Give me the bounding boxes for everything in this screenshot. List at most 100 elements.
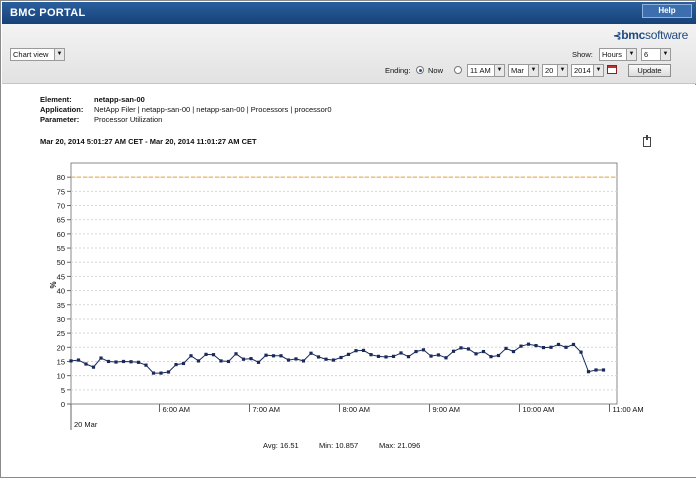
chevron-down-icon: ▼	[494, 65, 504, 76]
ending-now-radio[interactable]	[416, 66, 424, 74]
data-point	[204, 352, 208, 356]
plot-area	[70, 162, 618, 405]
x-tick-label: 9:00 AM	[433, 405, 461, 414]
data-point	[369, 353, 373, 357]
month-select[interactable]: Mar ▼	[508, 64, 539, 77]
y-tick-label: 65	[57, 216, 65, 225]
data-point	[496, 353, 501, 358]
year-select[interactable]: 2014 ▼	[571, 64, 604, 77]
show-count-select[interactable]: 6 ▼	[641, 48, 671, 61]
data-point	[474, 352, 478, 356]
data-point	[421, 348, 426, 352]
element-value: netapp-san-00	[94, 95, 145, 104]
chevron-down-icon: ▼	[528, 65, 538, 76]
data-point	[286, 358, 291, 362]
hour-value: 11 AM	[470, 66, 491, 75]
x-tick-label: 11:00 AM	[613, 405, 644, 414]
x-tick-label: 10:00 AM	[523, 405, 555, 414]
data-point	[189, 354, 193, 358]
data-point	[564, 345, 568, 349]
data-point	[144, 363, 148, 367]
show-unit-value: Hours	[602, 50, 623, 59]
show-label: Show:	[572, 50, 593, 59]
data-point	[301, 359, 306, 363]
data-point	[504, 346, 508, 351]
chevron-down-icon: ▼	[54, 49, 64, 60]
data-point	[451, 349, 456, 353]
title-bar: BMC PORTAL Help	[2, 2, 696, 24]
day-select[interactable]: 20 ▼	[542, 64, 568, 77]
logo-prefix: bmc	[621, 28, 646, 42]
data-point	[526, 342, 531, 346]
calendar-icon[interactable]	[607, 65, 617, 74]
y-tick-label: 30	[57, 315, 65, 324]
y-tick-label: 15	[57, 357, 65, 366]
help-button[interactable]: Help	[642, 4, 692, 18]
hour-select[interactable]: 11 AM ▼	[467, 64, 505, 77]
data-point	[594, 368, 598, 372]
meta-element-row: Element: netapp-san-00	[40, 95, 332, 105]
data-point	[121, 359, 126, 364]
data-point	[346, 352, 351, 356]
data-point	[406, 355, 411, 359]
year-value: 2014	[574, 66, 591, 75]
data-point	[331, 358, 336, 362]
y-tick-label: 70	[57, 202, 65, 211]
data-point	[136, 360, 141, 364]
ending-custom-radio[interactable]	[454, 66, 462, 74]
data-point	[436, 353, 441, 357]
utilization-chart: 0 5 10 15 20 25 30 35 40 45 50 55 60 65 70 75 80% 6:00 AM…	[49, 162, 644, 430]
data-point	[519, 344, 523, 348]
y-tick-label: 45	[57, 272, 65, 281]
data-point	[361, 348, 366, 353]
data-point	[256, 360, 261, 364]
y-tick-label: 35	[57, 301, 65, 310]
data-point	[354, 349, 358, 353]
x-tick-label: 8:00 AM	[343, 405, 371, 414]
data-point	[76, 358, 81, 362]
data-point	[309, 351, 313, 355]
data-point	[324, 357, 328, 361]
data-point	[174, 362, 178, 367]
ending-now-label: Now	[428, 66, 444, 75]
ending-label: Ending:	[385, 66, 411, 75]
chevron-down-icon: ▼	[593, 65, 603, 76]
date-label: 20 Mar	[74, 420, 98, 429]
data-point	[129, 360, 133, 364]
data-point	[114, 360, 118, 364]
data-point	[511, 349, 516, 354]
update-button[interactable]: Update	[628, 64, 671, 77]
data-point	[376, 354, 381, 358]
export-icon[interactable]	[643, 135, 651, 147]
y-tick-label: 75	[57, 187, 65, 196]
data-point	[541, 345, 546, 350]
data-point	[264, 353, 268, 357]
parameter-key: Parameter:	[40, 115, 80, 124]
data-point	[481, 349, 486, 354]
view-select-value: Chart view	[13, 50, 49, 59]
data-point	[99, 356, 103, 360]
y-tick-label: 10	[57, 372, 65, 381]
data-point	[69, 359, 73, 363]
data-point	[219, 359, 223, 363]
time-range: Mar 20, 2014 5:01:27 AM CET - Mar 20, 20…	[40, 137, 257, 146]
data-point	[316, 355, 321, 359]
bmc-software-logo: ⊰bmcsoftware	[613, 28, 688, 42]
y-tick-label: 25	[57, 329, 65, 338]
data-point	[601, 368, 606, 372]
y-tick-label: 5	[61, 386, 65, 395]
show-unit-select[interactable]: Hours ▼	[599, 48, 637, 61]
data-point	[241, 357, 246, 361]
data-point	[549, 345, 553, 349]
view-select[interactable]: Chart view ▼	[10, 48, 65, 61]
meta-application-row: Application: NetApp Filer | netapp-san-00…	[40, 105, 332, 115]
logo-suffix: software	[645, 28, 688, 42]
month-value: Mar	[511, 66, 524, 75]
y-tick-label: 60	[57, 230, 65, 239]
toolbar: ⊰bmcsoftware Chart view ▼ Show: Hours ▼ …	[2, 24, 696, 84]
data-point	[294, 357, 298, 361]
data-point	[339, 355, 343, 360]
x-tick-label: 7:00 AM	[253, 405, 281, 414]
report-meta: Element: netapp-san-00 Application: NetApp…	[40, 95, 332, 125]
max-stat: Max: 21.096	[379, 441, 421, 450]
